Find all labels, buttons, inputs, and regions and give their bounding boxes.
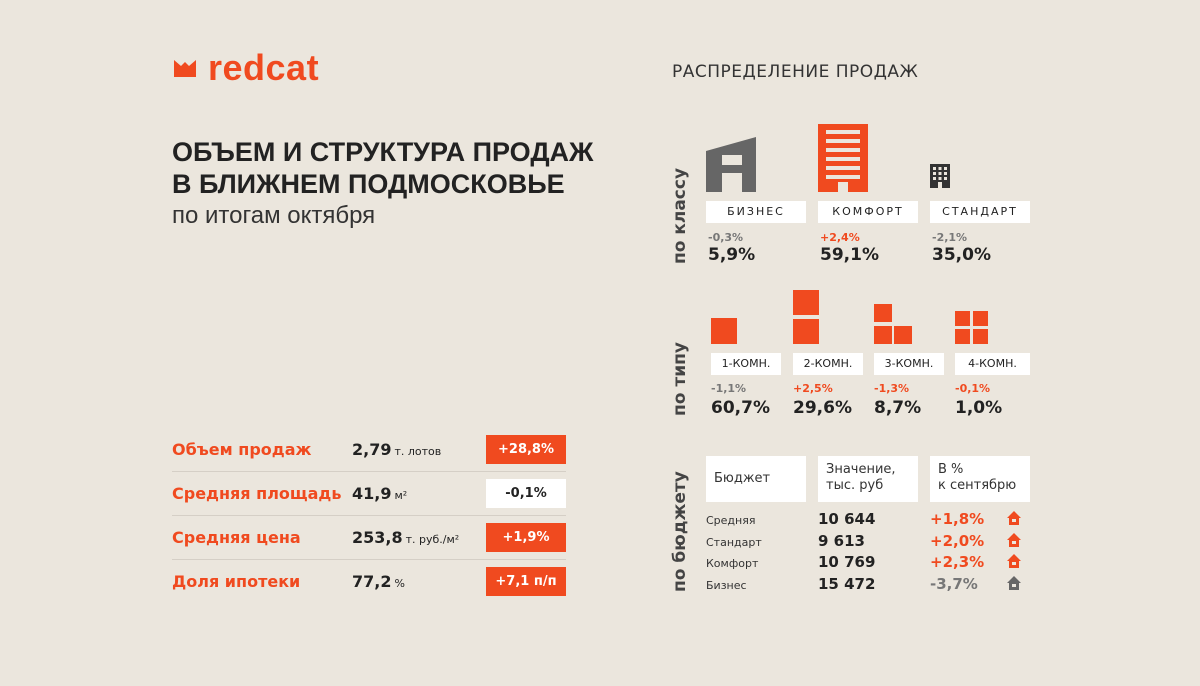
type-label-1: 1-КОМН. [711, 353, 781, 375]
house-up-icon [1007, 533, 1021, 547]
budget-header-value-line1: Значение, [826, 462, 896, 477]
budget-header-pct: В % к сентябрю [930, 456, 1030, 502]
metric-change-badge: -0,1% [486, 479, 566, 508]
type-change-4: -0,1% [955, 382, 991, 395]
class-share-standard: 35,0% [932, 245, 991, 265]
type-change-1: -1,1% [711, 382, 747, 395]
redcat-logo-icon [174, 60, 196, 77]
class-label-business: БИЗНЕС [706, 201, 806, 223]
metric-row: Доля ипотеки 77,2% +7,1 п/п [172, 560, 566, 603]
brand-logo: redcat [172, 50, 319, 86]
budget-row-change: +2,0% [930, 532, 985, 550]
metric-unit: т. руб./м² [405, 533, 460, 546]
by-class-label: по классу [670, 167, 690, 264]
class-share-comfort: 59,1% [820, 245, 879, 265]
two-room-icon [793, 290, 819, 344]
metric-value: 41,9 м² [352, 484, 408, 503]
budget-header-value: Значение, тыс. руб [818, 456, 918, 502]
house-down-icon [1007, 576, 1021, 590]
budget-row-value: 15 472 [818, 575, 876, 593]
budget-row-name: Бизнес [706, 579, 747, 592]
metric-label: Средняя цена [172, 528, 301, 547]
budget-header-budget: Бюджет [706, 456, 806, 502]
budget-header-pct-line1: В % [938, 462, 964, 477]
budget-row-value: 9 613 [818, 532, 865, 550]
class-label-standard: СТАНДАРТ [930, 201, 1030, 223]
type-label-3: 3-КОМН. [874, 353, 944, 375]
metric-unit: м² [394, 489, 408, 502]
standard-building-icon [930, 164, 950, 188]
by-budget-label: по бюджету [670, 471, 690, 592]
budget-header-pct-line2: к сентябрю [938, 478, 1017, 493]
budget-row-name: Стандарт [706, 536, 762, 549]
budget-row-change: +1,8% [930, 510, 985, 528]
budget-row-name: Комфорт [706, 557, 759, 570]
metric-label: Объем продаж [172, 440, 312, 459]
house-up-icon [1007, 511, 1021, 525]
type-label-4: 4-КОМН. [955, 353, 1030, 375]
class-label-comfort: КОМФОРТ [818, 201, 918, 223]
metric-value: 2,79 т. лотов [352, 440, 442, 459]
type-share-2: 29,6% [793, 398, 852, 418]
title-line-1: ОБЪЕМ И СТРУКТУРА ПРОДАЖ [172, 137, 594, 167]
metric-label: Доля ипотеки [172, 572, 301, 591]
page-subtitle: по итогам октября [172, 202, 376, 229]
one-room-icon [711, 318, 737, 344]
page-title: ОБЪЕМ И СТРУКТУРА ПРОДАЖ В БЛИЖНЕМ ПОДМО… [172, 136, 593, 200]
metric-label: Средняя площадь [172, 484, 342, 503]
comfort-building-icon [818, 124, 868, 192]
three-room-icon [874, 304, 912, 344]
metrics-table: Объем продаж 2,79 т. лотов +28,8% Средняя… [172, 428, 566, 603]
metric-change-badge: +7,1 п/п [486, 567, 566, 596]
class-change-standard: -2,1% [932, 231, 968, 244]
metric-row: Средняя цена 253,8 т. руб./м² +1,9% [172, 516, 566, 560]
type-label-2: 2-КОМН. [793, 353, 863, 375]
by-type-label: по типу [670, 342, 690, 416]
business-building-icon [706, 137, 756, 192]
budget-row-change: -3,7% [930, 575, 978, 593]
metric-unit: % [394, 577, 405, 590]
metric-change-badge: +1,9% [486, 523, 566, 552]
budget-header-value-line2: тыс. руб [826, 478, 884, 493]
class-share-business: 5,9% [708, 245, 756, 265]
metric-row: Объем продаж 2,79 т. лотов +28,8% [172, 428, 566, 472]
metric-value: 253,8 т. руб./м² [352, 528, 460, 547]
budget-row-value: 10 769 [818, 553, 876, 571]
type-share-1: 60,7% [711, 398, 770, 418]
type-share-4: 1,0% [955, 398, 1003, 418]
house-up-icon [1007, 554, 1021, 568]
metric-value: 77,2% [352, 572, 405, 591]
brand-name: redcat [208, 47, 320, 88]
metric-change-badge: +28,8% [486, 435, 566, 464]
class-change-business: -0,3% [708, 231, 744, 244]
four-room-icon [955, 311, 988, 344]
title-line-2: В БЛИЖНЕМ ПОДМОСКОВЬЕ [172, 169, 565, 199]
class-change-comfort: +2,4% [820, 231, 860, 244]
metric-row: Средняя площадь 41,9 м² -0,1% [172, 472, 566, 516]
metric-unit: т. лотов [394, 445, 442, 458]
distribution-title: РАСПРЕДЕЛЕНИЕ ПРОДАЖ [672, 62, 919, 82]
type-share-3: 8,7% [874, 398, 922, 418]
type-change-2: +2,5% [793, 382, 833, 395]
budget-row-value: 10 644 [818, 510, 876, 528]
budget-row-name: Средняя [706, 514, 756, 527]
type-change-3: -1,3% [874, 382, 910, 395]
budget-row-change: +2,3% [930, 553, 985, 571]
